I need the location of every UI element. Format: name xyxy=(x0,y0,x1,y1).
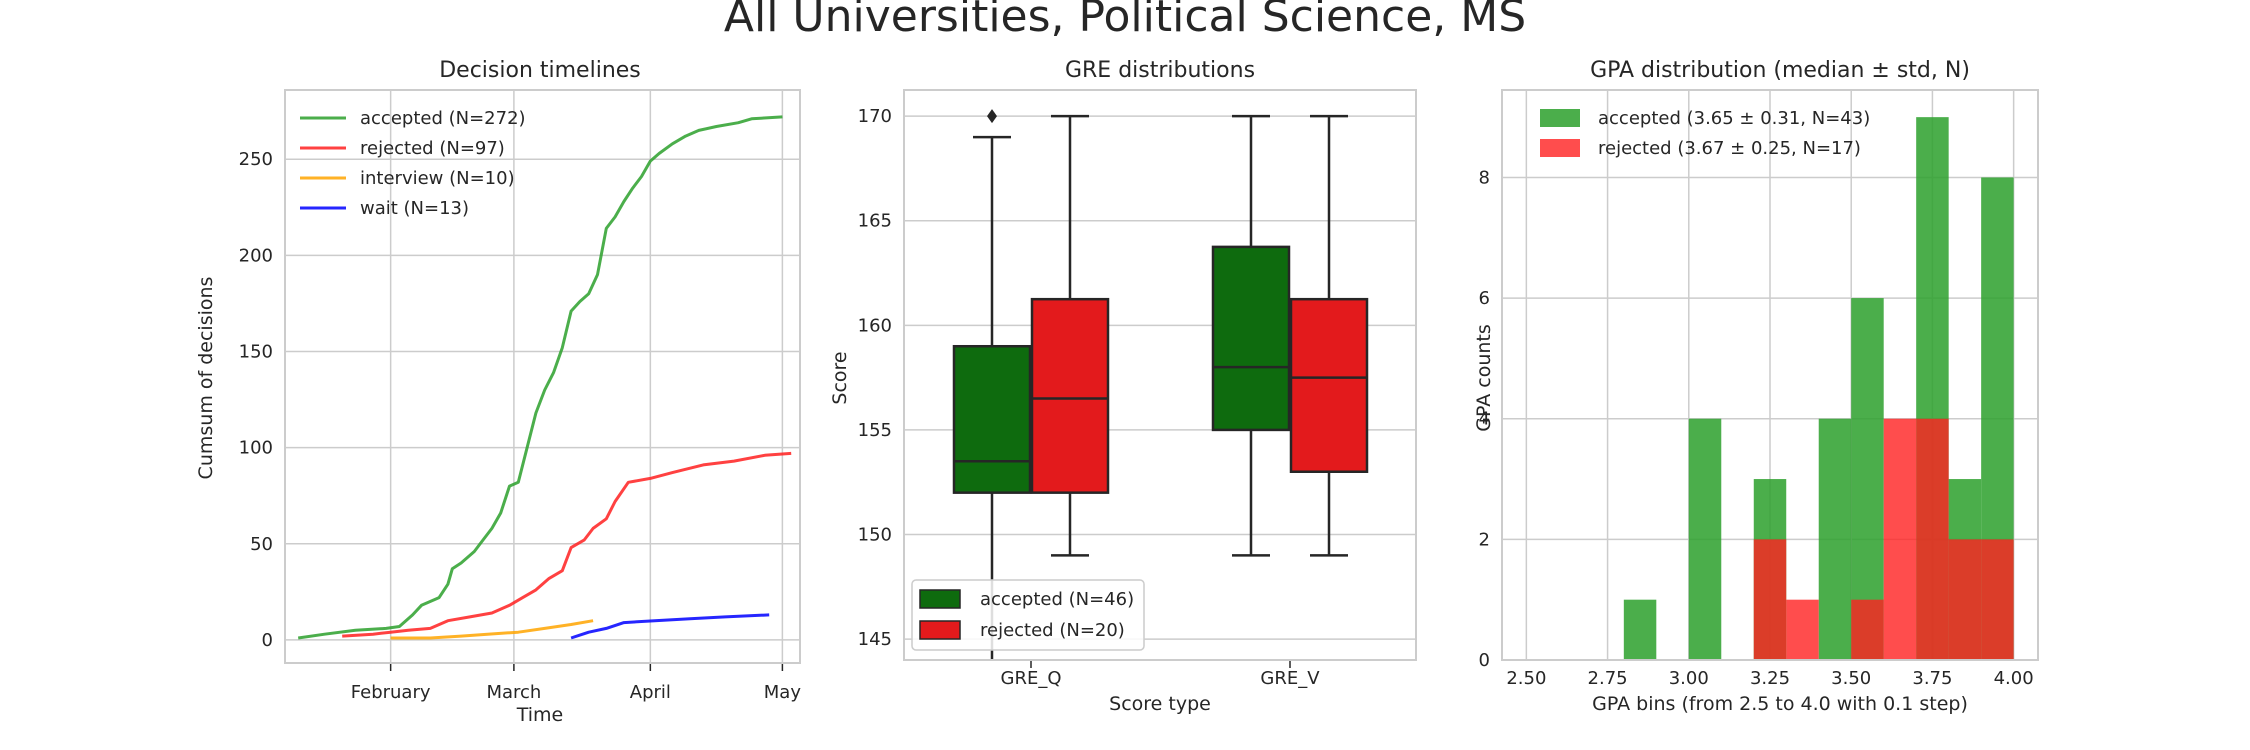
gre-legend-swatch xyxy=(919,589,961,609)
gre-legend-box xyxy=(911,579,1145,651)
gpa-xtick-label: 2.50 xyxy=(1506,668,1546,689)
gre-ytick-label: 145 xyxy=(858,629,892,650)
gpa-legend-label: accepted (3.65 ± 0.31, N=43) xyxy=(1598,108,1870,129)
gpa-legend-label: rejected (3.67 ± 0.25, N=17) xyxy=(1598,138,1861,159)
gpa-xtick-label: 3.50 xyxy=(1831,668,1871,689)
gpa-xtick-label: 3.00 xyxy=(1669,668,1709,689)
gre-title: GRE distributions xyxy=(1065,58,1255,83)
gpa-legend-swatch xyxy=(1540,109,1580,127)
timeline-xlabel: Time xyxy=(516,704,564,726)
gre-box xyxy=(1211,245,1291,432)
gre-legend-swatch xyxy=(919,620,961,640)
gre-ytick-label: 170 xyxy=(858,106,892,127)
timeline-xtick-label: May xyxy=(764,682,802,703)
gpa-ytick-label: 2 xyxy=(1479,529,1490,550)
gpa-distribution-panel: GPA distribution (median ± std, N) GPA b… xyxy=(1473,58,2039,715)
timeline-series-line xyxy=(570,613,770,640)
gre-legend-label: rejected (N=20) xyxy=(980,620,1125,641)
gpa-histogram-bar xyxy=(1948,539,1982,660)
gpa-histogram-bar xyxy=(1623,599,1657,660)
gre-box xyxy=(1289,297,1369,473)
gre-box xyxy=(1030,297,1110,494)
timeline-xtick-label: April xyxy=(630,682,671,703)
timeline-plot-frame xyxy=(284,89,801,664)
gpa-xtick-label: 3.75 xyxy=(1912,668,1952,689)
decision-timelines-panel: Decision timelines Time Cumsum of decisi… xyxy=(195,58,801,726)
gpa-xtick-label: 2.75 xyxy=(1588,668,1628,689)
gre-ytick-label: 165 xyxy=(858,211,892,232)
timeline-xtick-label: February xyxy=(351,682,431,703)
gre-ytick-label: 160 xyxy=(858,315,892,336)
gre-flier xyxy=(987,109,997,124)
gpa-histogram-bar xyxy=(1981,539,2014,660)
gpa-xlabel: GPA bins (from 2.5 to 4.0 with 0.1 step) xyxy=(1592,693,1968,715)
gre-distributions-panel: GRE distributions Score type Score 145 15… xyxy=(829,58,1417,715)
timeline-series-line xyxy=(342,451,792,638)
timeline-series-line xyxy=(390,619,594,640)
gpa-histogram-bar xyxy=(1688,418,1722,660)
timeline-ytick-label: 200 xyxy=(239,245,273,266)
timeline-legend-label: accepted (N=272) xyxy=(360,108,526,129)
gpa-histogram-bar xyxy=(1753,539,1787,660)
gre-xtick-label: GRE_V xyxy=(1260,668,1320,689)
gpa-xtick-label: 3.25 xyxy=(1750,668,1790,689)
gre-box xyxy=(952,344,1032,494)
gpa-ylabel: GPA counts xyxy=(1473,324,1495,432)
timeline-ytick-label: 50 xyxy=(250,534,273,555)
timeline-ytick-label: 250 xyxy=(239,149,273,170)
gre-xtick-label: GRE_Q xyxy=(1001,668,1062,689)
gpa-title: GPA distribution (median ± std, N) xyxy=(1590,58,1970,83)
timeline-ytick-label: 0 xyxy=(262,630,273,651)
figure-title: All Universities, Political Science, MS xyxy=(724,0,1526,42)
gre-ytick-label: 155 xyxy=(858,420,892,441)
timeline-series-line xyxy=(297,115,783,640)
gpa-ytick-label: 8 xyxy=(1479,167,1490,188)
gpa-legend-swatch xyxy=(1540,139,1580,157)
timeline-title: Decision timelines xyxy=(439,58,641,83)
gre-xlabel: Score type xyxy=(1109,693,1211,715)
gpa-xtick-label: 4.00 xyxy=(1994,668,2034,689)
gpa-histogram-bar xyxy=(1916,418,1949,660)
gpa-histogram-bar xyxy=(1786,599,1819,660)
gpa-ytick-label: 0 xyxy=(1479,650,1490,671)
gpa-histogram-bar xyxy=(1883,418,1917,660)
timeline-xtick-label: March xyxy=(486,682,541,703)
timeline-ytick-label: 150 xyxy=(239,342,273,363)
timeline-legend-label: rejected (N=97) xyxy=(360,138,505,159)
gpa-histogram-bar xyxy=(1818,418,1852,660)
timeline-ytick-label: 100 xyxy=(239,438,273,459)
gpa-histogram-bar xyxy=(1851,599,1884,660)
gre-box-group xyxy=(952,109,1369,660)
gpa-ytick-label: 4 xyxy=(1479,409,1490,430)
timeline-ylabel: Cumsum of decisions xyxy=(195,277,217,480)
gre-ytick-label: 150 xyxy=(858,524,892,545)
timeline-legend-label: interview (N=10) xyxy=(360,168,515,189)
gre-legend-label: accepted (N=46) xyxy=(980,589,1134,610)
gpa-plot-frame xyxy=(1501,89,2039,661)
gpa-ytick-label: 6 xyxy=(1479,288,1490,309)
gre-plot-frame xyxy=(903,89,1417,661)
timeline-legend-label: wait (N=13) xyxy=(360,198,469,219)
gre-ylabel: Score xyxy=(829,351,851,404)
